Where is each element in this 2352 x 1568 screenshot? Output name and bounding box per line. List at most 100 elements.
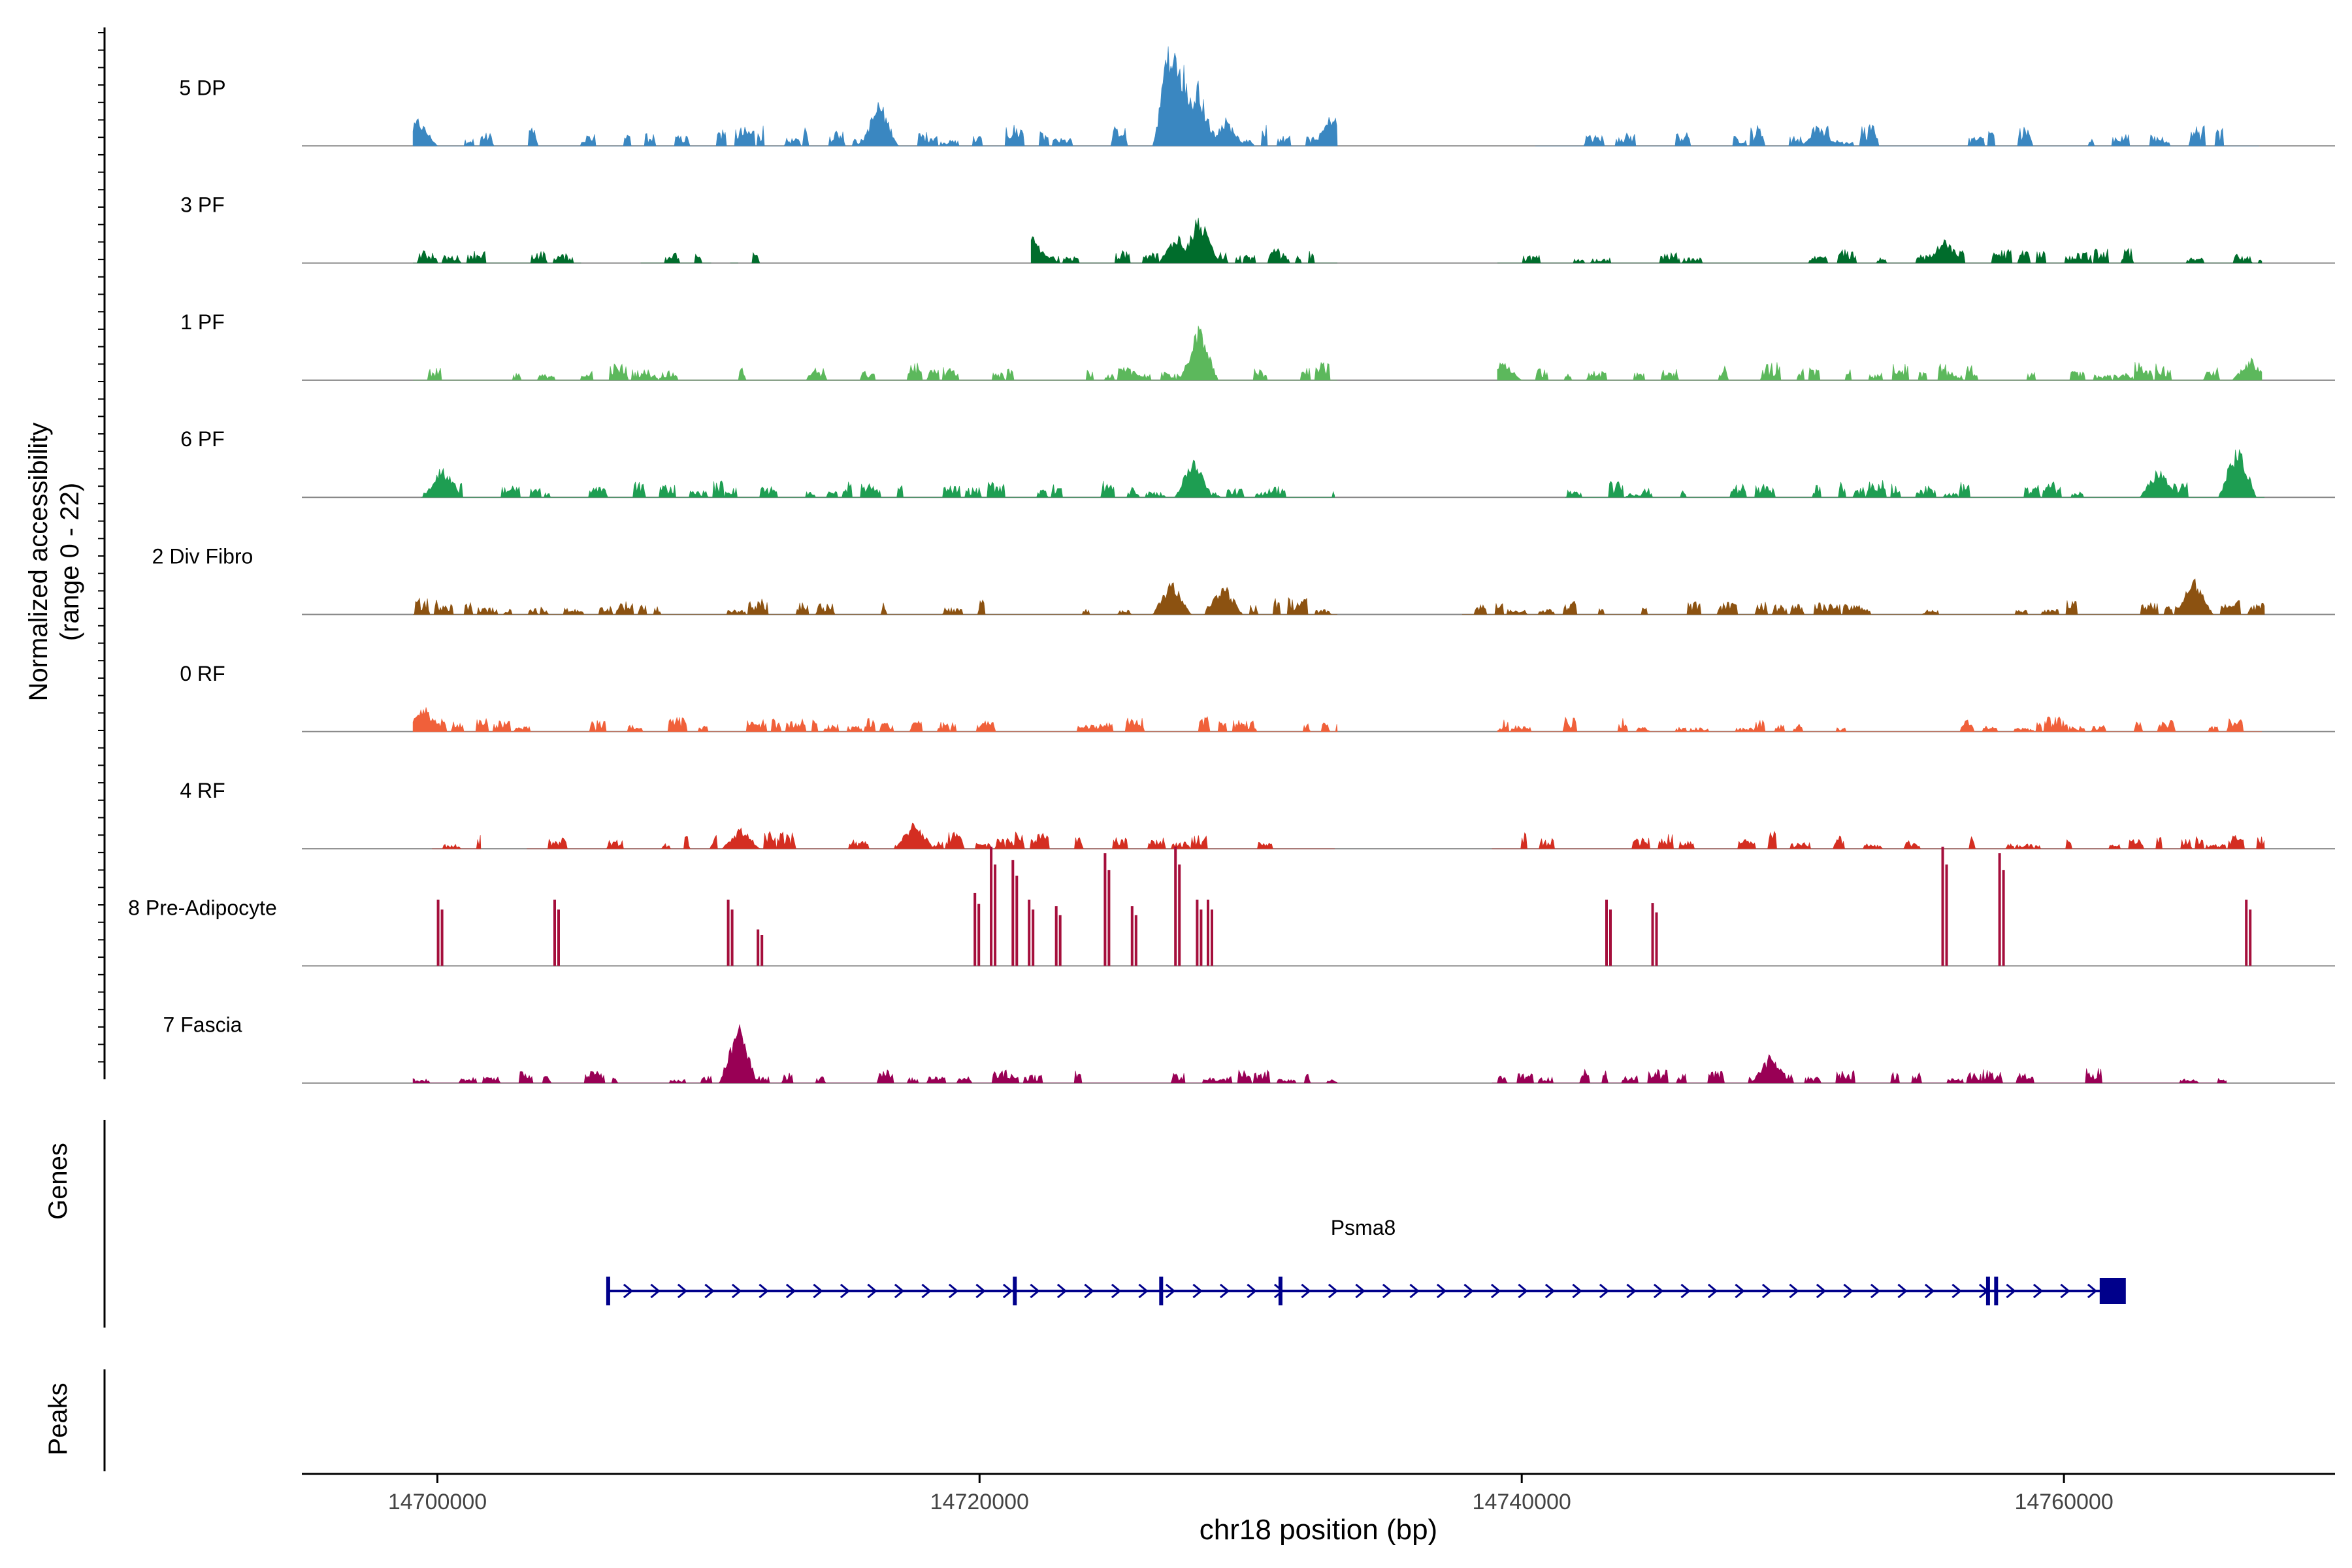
strand-arrow bbox=[623, 1283, 634, 1299]
accessibility-spike bbox=[1032, 909, 1035, 966]
strand-arrow bbox=[2060, 1283, 2070, 1299]
left-axis-group bbox=[98, 27, 106, 1471]
x-tick-label: 14740000 bbox=[1473, 1490, 1571, 1514]
strand-arrow bbox=[1002, 1283, 1013, 1299]
accessibility-spike bbox=[1015, 875, 1019, 966]
ylabel-line2: (range 0 - 22) bbox=[56, 483, 84, 641]
track-6-pf: 6 PF bbox=[180, 427, 2335, 498]
gene-exon bbox=[1278, 1277, 1282, 1305]
strand-arrow bbox=[1572, 1283, 1582, 1299]
strand-arrow bbox=[2006, 1283, 2016, 1299]
strand-arrow bbox=[1626, 1283, 1637, 1299]
strand-arrow bbox=[1518, 1283, 1528, 1299]
track-8-pre-adipocyte: 8 Pre-Adipocyte bbox=[128, 846, 2335, 967]
strand-arrow bbox=[2087, 1283, 2098, 1299]
strand-arrow bbox=[948, 1283, 959, 1299]
coverage-area bbox=[413, 325, 2262, 381]
genes-panel: Genes Psma8 bbox=[44, 1143, 2126, 1305]
accessibility-spike bbox=[2245, 900, 2248, 966]
coverage-area bbox=[421, 449, 2265, 498]
gene-exon-terminal bbox=[2099, 1278, 2126, 1304]
strand-arrow bbox=[1138, 1283, 1149, 1299]
strand-arrow bbox=[1761, 1283, 1772, 1299]
strand-arrow bbox=[1030, 1283, 1040, 1299]
peaks-panel: Peaks bbox=[44, 1382, 73, 1455]
strand-arrow bbox=[1680, 1283, 1691, 1299]
accessibility-spike bbox=[1011, 860, 1015, 966]
strand-arrow bbox=[894, 1283, 905, 1299]
strand-arrow bbox=[1707, 1283, 1718, 1299]
strand-arrow bbox=[1870, 1283, 1881, 1299]
track-5-dp: 5 DP bbox=[179, 46, 2335, 147]
accessibility-spike bbox=[557, 909, 560, 966]
strand-arrow bbox=[1056, 1283, 1068, 1299]
strand-arrow bbox=[1490, 1283, 1501, 1299]
track-label: 1 PF bbox=[180, 310, 225, 334]
accessibility-spike bbox=[757, 929, 760, 966]
accessibility-spike bbox=[1028, 900, 1031, 966]
strand-arrow bbox=[1924, 1283, 1935, 1299]
accessibility-spike bbox=[1130, 906, 1134, 966]
accessibility-spike bbox=[1945, 864, 1948, 966]
coverage-area bbox=[413, 578, 2265, 615]
track-0-rf: 0 RF bbox=[180, 662, 2335, 732]
accessibility-spike bbox=[553, 900, 556, 966]
track-7-fascia: 7 Fascia bbox=[163, 1013, 2335, 1084]
accessibility-spike bbox=[440, 909, 444, 966]
strand-arrow bbox=[759, 1283, 769, 1299]
track-2-div-fibro: 2 Div Fibro bbox=[152, 545, 2335, 615]
strand-arrow bbox=[1952, 1283, 1962, 1299]
x-tick-label: 14720000 bbox=[930, 1490, 1029, 1514]
accessibility-spike bbox=[1211, 909, 1213, 966]
track-label: 4 RF bbox=[180, 779, 225, 802]
strand-arrow bbox=[1544, 1283, 1556, 1299]
accessibility-spike bbox=[436, 900, 440, 966]
strand-arrow bbox=[1219, 1283, 1230, 1299]
strand-arrow bbox=[1192, 1283, 1203, 1299]
x-axis: 14700000 14720000 14740000 14760000 bbox=[302, 1473, 2335, 1514]
accessibility-spike bbox=[1651, 903, 1654, 966]
strand-arrow bbox=[921, 1283, 932, 1299]
track-label: 0 RF bbox=[180, 662, 225, 685]
strand-arrow bbox=[1355, 1283, 1365, 1299]
x-tick-label: 14760000 bbox=[2014, 1490, 2113, 1514]
accessibility-spike bbox=[1200, 909, 1203, 966]
gene-name-label: Psma8 bbox=[1331, 1216, 1396, 1239]
accessibility-spike bbox=[1107, 870, 1111, 966]
accessibility-spike bbox=[1609, 909, 1612, 966]
strand-arrow bbox=[1111, 1283, 1122, 1299]
strand-arrow bbox=[704, 1283, 715, 1299]
strand-arrow bbox=[1436, 1283, 1447, 1299]
track-label: 6 PF bbox=[180, 427, 225, 451]
strand-arrow bbox=[975, 1283, 986, 1299]
accessibility-spike bbox=[1054, 906, 1058, 966]
track-4-rf: 4 RF bbox=[180, 779, 2335, 850]
strand-arrow bbox=[840, 1283, 851, 1299]
accessibility-y-axis-label: Normalized accessibility (range 0 - 22) bbox=[24, 423, 84, 702]
accessibility-spike bbox=[1998, 853, 2001, 966]
strand-arrow bbox=[1897, 1283, 1908, 1299]
coverage-area bbox=[412, 707, 2262, 732]
track-label: 2 Div Fibro bbox=[152, 545, 253, 568]
accessibility-spike bbox=[1178, 864, 1181, 966]
accessibility-spike bbox=[994, 864, 997, 966]
peaks-panel-label: Peaks bbox=[44, 1382, 73, 1455]
coverage-tracks: 5 DP 3 PF 1 PF 6 PF 2 Div Fibro 0 RF 4 RF 8 Pre… bbox=[128, 46, 2335, 1084]
gene-exon bbox=[1159, 1277, 1164, 1305]
track-label: 8 Pre-Adipocyte bbox=[128, 896, 277, 919]
track-label: 3 PF bbox=[180, 193, 225, 217]
accessibility-spike bbox=[1196, 900, 1199, 966]
gene-exon bbox=[1994, 1277, 1999, 1305]
gene-exon bbox=[606, 1277, 610, 1305]
strand-arrow bbox=[731, 1283, 742, 1299]
coverage-area bbox=[432, 823, 2265, 849]
accessibility-spike bbox=[760, 935, 764, 966]
strand-arrow bbox=[813, 1283, 823, 1299]
accessibility-spike bbox=[727, 900, 730, 966]
track-label: 5 DP bbox=[179, 76, 225, 99]
accessibility-spike bbox=[1207, 900, 1209, 966]
strand-arrow bbox=[785, 1283, 796, 1299]
strand-arrow bbox=[1599, 1283, 1610, 1299]
accessibility-spike bbox=[1134, 915, 1137, 966]
